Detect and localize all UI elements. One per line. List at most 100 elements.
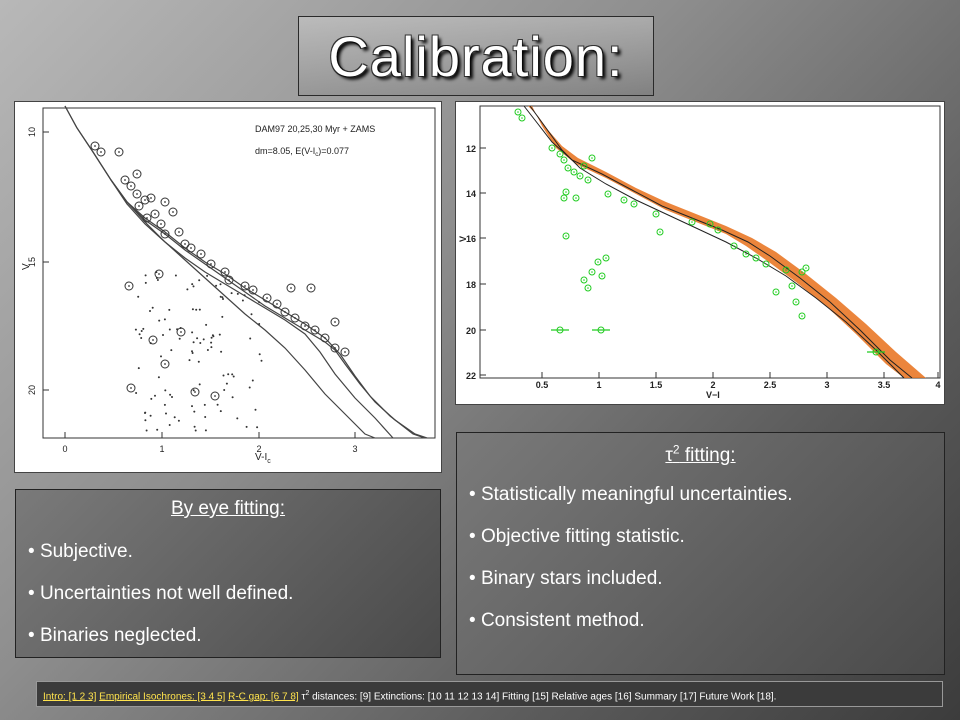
binary-star-point — [872, 348, 880, 356]
star-point-center — [659, 231, 661, 233]
field-star-dot — [191, 350, 193, 353]
field-star-dot — [251, 379, 254, 382]
isochrone-25myr — [110, 179, 426, 439]
field-star-dot — [150, 397, 153, 400]
member-star-center — [266, 297, 268, 299]
field-star-dot — [223, 389, 226, 391]
star-point-circle — [518, 114, 526, 122]
member-star-center — [210, 263, 212, 265]
by-eye-list: Subjective. Uncertainties not well defin… — [16, 542, 440, 646]
star-point-circle — [798, 312, 806, 320]
member-star-circle — [126, 181, 136, 191]
field-star-dot — [194, 429, 197, 432]
member-star-circle — [248, 285, 258, 295]
field-star-dot — [198, 279, 201, 282]
member-star-circle — [286, 283, 296, 293]
member-star-center — [214, 395, 216, 397]
star-point-center — [521, 117, 523, 119]
star-point-circle — [604, 190, 612, 198]
x-tick-label: 2 — [256, 444, 261, 454]
member-star-circle — [186, 243, 196, 253]
member-star-center — [324, 337, 326, 339]
by-eye-fitting-panel: By eye fitting: Subjective. Uncertaintie… — [15, 489, 441, 658]
field-star-dot — [169, 393, 172, 396]
member-star-center — [158, 273, 160, 275]
star-point-center — [567, 167, 569, 169]
star-point-center — [805, 267, 807, 269]
member-star-center — [310, 287, 312, 289]
field-star-dot — [191, 405, 193, 408]
cluster-stars — [514, 108, 885, 356]
member-star-circle — [160, 359, 170, 369]
field-star-dot — [206, 274, 209, 277]
field-star-dot — [164, 389, 167, 392]
plot-frame — [42, 107, 436, 439]
x-tick-labels: 0 1 2 3 — [62, 444, 357, 454]
member-star-circle — [280, 307, 290, 317]
nav-link-empirical-isochrones[interactable]: Empirical Isochrones: [3 4 5] — [99, 691, 226, 703]
star-point-center — [573, 171, 575, 173]
field-star-dot — [178, 337, 181, 340]
member-star-circle — [306, 283, 316, 293]
star-point-circle — [620, 196, 628, 204]
field-star-dot — [205, 323, 208, 326]
nav-link-rc-gap[interactable]: R-C gap: [6 7 8] — [228, 691, 299, 703]
field-star-dot — [188, 359, 191, 362]
field-star-dot — [168, 328, 171, 331]
star-point-circle — [752, 254, 760, 262]
field-star-dot — [196, 337, 199, 340]
field-star-dot — [135, 392, 138, 394]
member-star-center — [224, 271, 226, 273]
member-star-circle — [132, 169, 142, 179]
field-star-dot — [243, 294, 246, 297]
field-star-dot — [149, 342, 152, 345]
y-tick-label: 12 — [466, 144, 476, 154]
member-star-circle — [320, 333, 330, 343]
list-item: Consistent method. — [469, 611, 944, 631]
star-point-center — [791, 285, 793, 287]
field-star-dot — [191, 352, 194, 354]
star-point-center — [591, 157, 593, 159]
star-point-center — [745, 253, 747, 255]
field-star-dot — [195, 308, 198, 311]
field-star-dot — [155, 271, 158, 274]
field-star-dot — [232, 375, 235, 378]
y-tick-label: 22 — [466, 371, 476, 381]
field-star-dot — [197, 360, 200, 363]
field-star-dot — [236, 292, 239, 295]
field-star-dot — [140, 330, 143, 332]
star-point-center — [575, 197, 577, 199]
field-star-dot — [176, 328, 179, 331]
member-star-circle — [340, 347, 350, 357]
field-star-dot — [220, 350, 223, 353]
list-item: Subjective. — [28, 542, 440, 562]
nav-link-intro[interactable]: Intro: [1 2 3] — [43, 691, 97, 703]
star-point-circle — [570, 168, 578, 176]
member-stars — [90, 141, 350, 401]
field-star-dot — [144, 419, 147, 422]
star-point-center — [605, 257, 607, 259]
field-star-dot — [165, 412, 167, 415]
field-stars — [134, 271, 263, 432]
slide-title: Calibration: — [328, 24, 624, 88]
x-tick-label: 3.5 — [878, 380, 891, 390]
member-star-center — [100, 151, 102, 153]
member-star-circle — [90, 141, 100, 151]
star-point-circle — [588, 154, 596, 162]
tau2-heading: τ2 fitting: — [665, 443, 736, 467]
field-star-dot — [219, 295, 222, 298]
field-star-dot — [215, 284, 218, 287]
member-star-circle — [146, 193, 156, 203]
member-star-circle — [134, 201, 144, 211]
member-star-circle — [148, 335, 158, 345]
member-star-center — [118, 151, 120, 153]
x-axis-label: V−I — [706, 390, 720, 400]
field-star-dot — [241, 299, 244, 302]
star-point-circle — [782, 266, 790, 274]
star-point-circle — [730, 242, 738, 250]
member-star-circle — [210, 391, 220, 401]
star-point-circle — [560, 156, 568, 164]
list-item: Statistically meaningful uncertainties. — [469, 485, 944, 505]
y-tick-label: 15 — [27, 257, 37, 267]
star-point-center — [801, 271, 803, 273]
